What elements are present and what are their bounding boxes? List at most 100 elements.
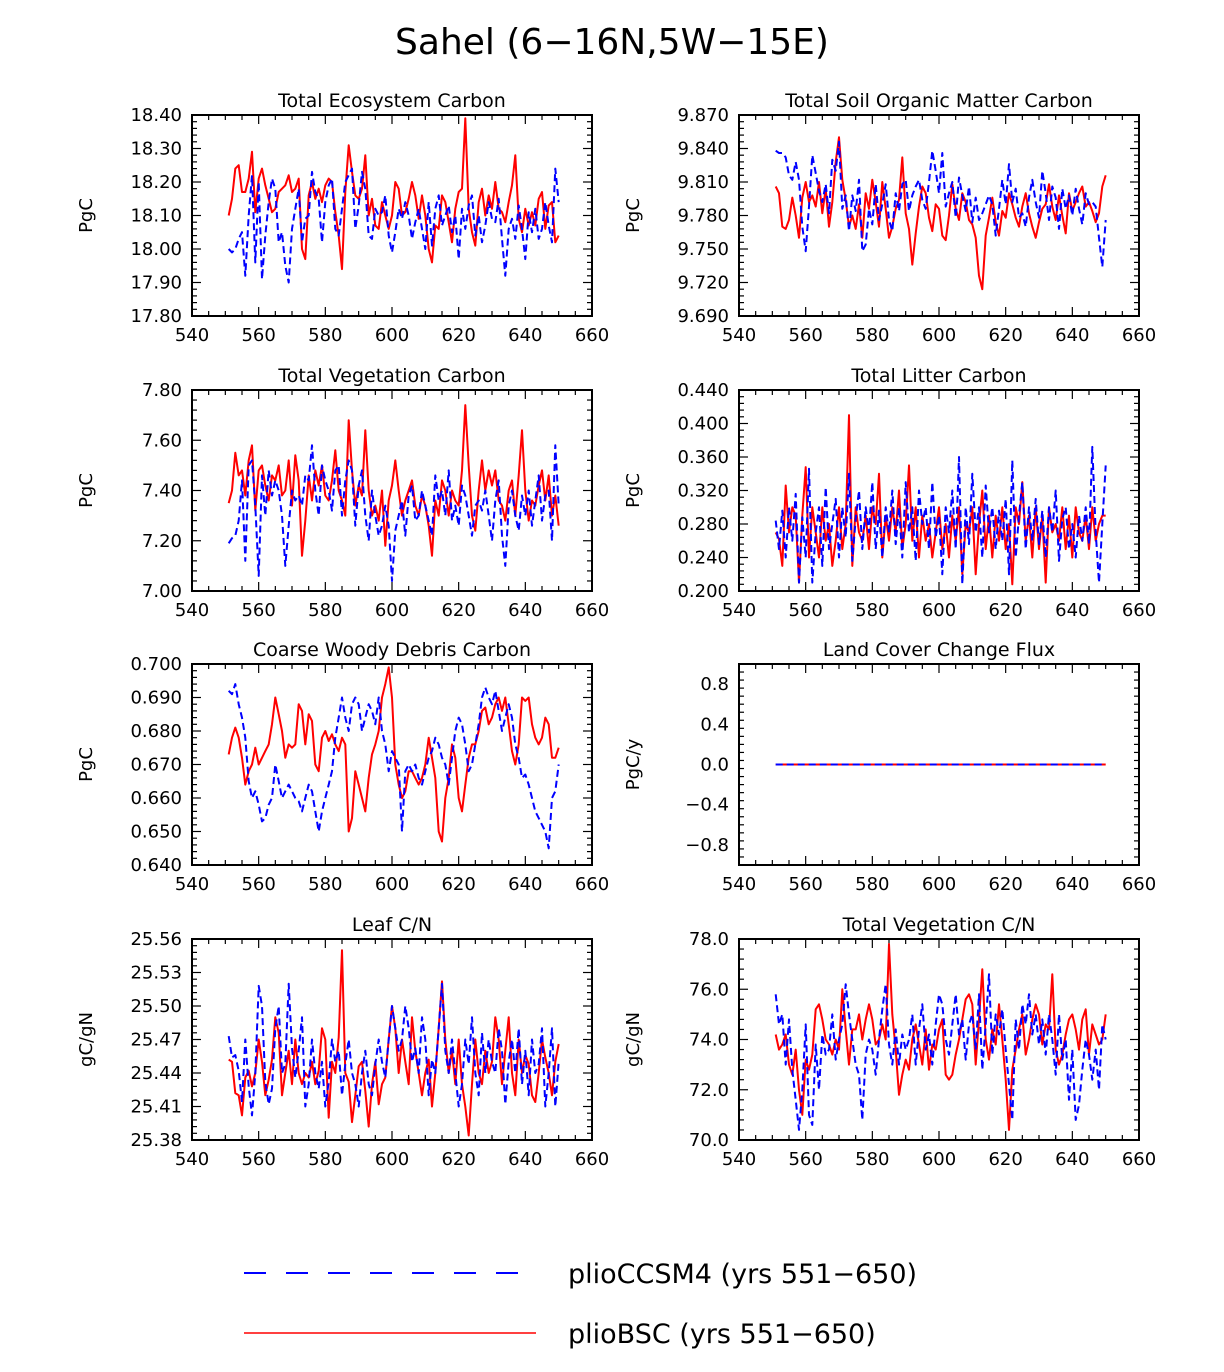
x-tick-label: 600 [922, 325, 956, 346]
x-tick-label: 540 [722, 1149, 756, 1170]
x-tick-label: 640 [508, 874, 542, 895]
panel-coarse-woody-debris-carbon: Coarse Woody Debris Carbon PgC 540 560 580 60… [76, 639, 609, 895]
x-tick-label: 540 [175, 1149, 209, 1170]
x-tick-label: 620 [441, 874, 475, 895]
y-tick-label: 0.360 [677, 447, 729, 468]
x-tick-label: 560 [241, 874, 275, 895]
figure-title: Sahel (6−16N,5W−15E) [395, 22, 829, 63]
x-tick-label: 580 [308, 874, 342, 895]
y-tick-label: 25.44 [130, 1063, 182, 1084]
y-axis-label: PgC [623, 198, 644, 233]
series-line-pliobsc [227, 666, 560, 843]
x-tick-label: 580 [855, 1149, 889, 1170]
panel-total-vegetation-c-n: Total Vegetation C/N gC/gN 540 560 580 600 620… [623, 914, 1156, 1170]
x-tick-label: 540 [175, 600, 209, 621]
panel-total-ecosystem-carbon: Total Ecosystem Carbon PgC 540 560 580 600 620… [76, 90, 609, 346]
y-tick-label: 0.660 [130, 788, 182, 809]
x-tick-label: 640 [508, 600, 542, 621]
series-line-plioccsm4 [774, 973, 1107, 1131]
y-tick-label: 17.80 [130, 306, 182, 327]
series-line-plioccsm4 [227, 167, 560, 284]
y-axis-label: PgC [76, 747, 97, 782]
x-tick-label: 600 [922, 1149, 956, 1170]
x-tick-label: 600 [922, 874, 956, 895]
x-tick-label: 640 [1055, 325, 1089, 346]
panel-title-total-soil-organic-matter-carbon: Total Soil Organic Matter Carbon [784, 90, 1093, 112]
x-tick-label: 660 [575, 1149, 609, 1170]
x-tick-label: 560 [788, 600, 822, 621]
panel-title-total-litter-carbon: Total Litter Carbon [850, 365, 1026, 387]
x-tick-label: 600 [375, 325, 409, 346]
y-tick-label: 7.20 [142, 531, 182, 552]
y-tick-label: −0.4 [685, 795, 729, 816]
y-tick-label: 0.200 [677, 581, 729, 602]
y-tick-label: 7.80 [142, 380, 182, 401]
y-tick-label: 18.40 [130, 105, 182, 126]
y-tick-label: 25.56 [130, 929, 182, 950]
legend-label-pliobsc: plioBSC (yrs 551−650) [568, 1319, 876, 1350]
x-tick-label: 540 [175, 325, 209, 346]
y-tick-label: 0.650 [130, 822, 182, 843]
x-tick-label: 620 [988, 874, 1022, 895]
y-tick-label: 9.690 [677, 306, 729, 327]
x-tick-label: 560 [788, 874, 822, 895]
y-axis-label: gC/gN [76, 1012, 97, 1067]
y-axis-label: PgC [623, 473, 644, 508]
x-tick-label: 540 [722, 874, 756, 895]
x-tick-label: 560 [241, 325, 275, 346]
x-tick-label: 640 [508, 325, 542, 346]
y-tick-label: 18.30 [130, 139, 182, 160]
y-tick-label: −0.8 [685, 835, 729, 856]
x-tick-label: 580 [855, 600, 889, 621]
panel-total-soil-organic-matter-carbon: Total Soil Organic Matter Carbon PgC 540 56… [623, 90, 1156, 346]
x-tick-label: 640 [508, 1149, 542, 1170]
y-tick-label: 0.280 [677, 514, 729, 535]
x-tick-label: 660 [1122, 325, 1156, 346]
x-tick-label: 600 [375, 1149, 409, 1170]
x-tick-label: 660 [1122, 600, 1156, 621]
legend: plioCCSM4 (yrs 551−650) plioBSC (yrs 551… [244, 1259, 917, 1350]
y-tick-label: 0.640 [130, 855, 182, 876]
y-axis-label: gC/gN [623, 1012, 644, 1067]
y-tick-label: 7.60 [142, 430, 182, 451]
y-tick-label: 18.00 [130, 239, 182, 260]
panel-leaf-c-n: Leaf C/N gC/gN 540 560 580 600 620 640 660 25.38 2… [76, 914, 609, 1170]
panel-total-litter-carbon: Total Litter Carbon PgC 540 560 580 600 620 640… [623, 365, 1156, 621]
x-tick-label: 560 [788, 1149, 822, 1170]
y-tick-label: 9.750 [677, 239, 729, 260]
x-tick-label: 660 [575, 874, 609, 895]
y-tick-label: 72.0 [689, 1080, 729, 1101]
chart-panels: Total Ecosystem Carbon PgC 540 560 580 600 620… [76, 90, 1156, 1170]
y-tick-label: 18.20 [130, 172, 182, 193]
x-tick-label: 620 [441, 1149, 475, 1170]
panel-title-leaf-c-n: Leaf C/N [352, 914, 432, 936]
panel-total-vegetation-carbon: Total Vegetation Carbon PgC 540 560 580 600 62… [76, 365, 609, 621]
x-tick-label: 620 [988, 600, 1022, 621]
x-tick-label: 600 [375, 874, 409, 895]
y-tick-label: 0.700 [130, 654, 182, 675]
y-tick-label: 74.0 [689, 1030, 729, 1051]
y-tick-label: 9.870 [677, 105, 729, 126]
x-tick-label: 620 [988, 325, 1022, 346]
panel-title-land-cover-change-flux: Land Cover Change Flux [823, 639, 1055, 661]
y-tick-label: 70.0 [689, 1130, 729, 1151]
x-tick-label: 560 [788, 325, 822, 346]
series-line-plioccsm4 [227, 982, 560, 1117]
series-line-pliobsc [774, 943, 1107, 1131]
series-line-pliobsc [227, 404, 560, 557]
series-line-plioccsm4 [774, 445, 1107, 586]
panel-title-total-vegetation-c-n: Total Vegetation C/N [842, 914, 1036, 936]
x-tick-label: 640 [1055, 600, 1089, 621]
x-tick-label: 600 [375, 600, 409, 621]
x-tick-label: 600 [922, 600, 956, 621]
x-tick-label: 580 [308, 1149, 342, 1170]
y-tick-label: 25.41 [130, 1097, 182, 1118]
series-line-pliobsc [227, 117, 560, 271]
y-tick-label: 0.320 [677, 481, 729, 502]
panel-title-total-ecosystem-carbon: Total Ecosystem Carbon [277, 90, 506, 112]
y-tick-label: 25.47 [130, 1030, 182, 1051]
y-tick-label: 78.0 [689, 929, 729, 950]
y-tick-label: 0.440 [677, 380, 729, 401]
x-tick-label: 580 [308, 600, 342, 621]
x-tick-label: 540 [722, 600, 756, 621]
